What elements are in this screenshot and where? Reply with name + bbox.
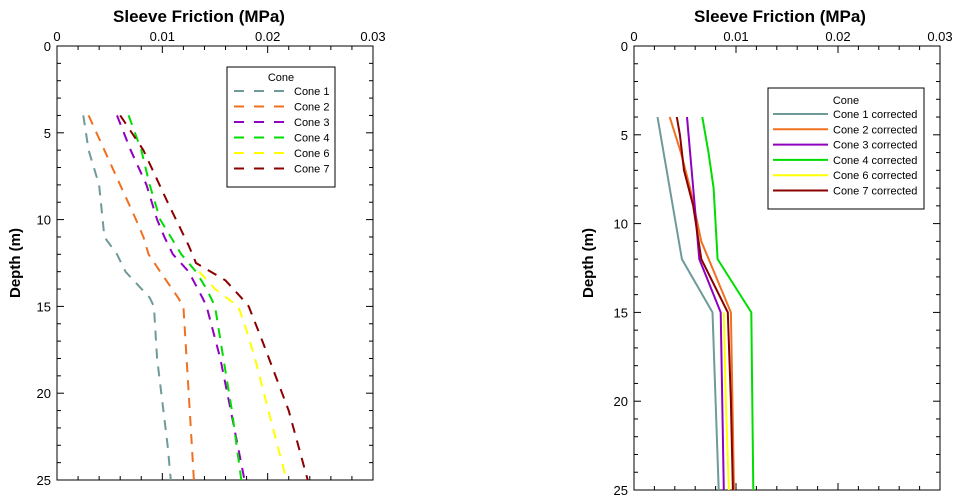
y-tick-label: 25 bbox=[37, 473, 51, 488]
y-tick-label: 5 bbox=[44, 126, 51, 141]
y-axis-label: Depth (m) bbox=[7, 228, 24, 298]
legend-label: Cone 1 corrected bbox=[833, 109, 917, 121]
legend-label: Cone 2 bbox=[294, 102, 329, 114]
legend-label: Cone 7 bbox=[294, 164, 329, 176]
legend-title: Cone bbox=[268, 72, 294, 84]
series-line bbox=[686, 116, 725, 491]
legend-title: Cone bbox=[833, 95, 859, 107]
legend-label: Cone 2 corrected bbox=[833, 124, 917, 136]
legend-label: Cone 3 corrected bbox=[833, 140, 917, 152]
y-tick-label: 15 bbox=[614, 305, 628, 320]
legend-box bbox=[226, 66, 336, 188]
series-line bbox=[656, 116, 720, 491]
y-tick-label: 10 bbox=[614, 217, 628, 232]
y-axis-label: Depth (m) bbox=[580, 228, 597, 298]
series-line bbox=[116, 115, 246, 481]
legend-label: Cone 3 bbox=[294, 117, 329, 129]
y-tick-label: 20 bbox=[37, 386, 51, 401]
legend-box bbox=[767, 87, 925, 210]
series-line bbox=[198, 271, 288, 481]
axis-ticks: 0 0.01 0.02 0.03 0 5 10 15 20 25 bbox=[614, 29, 953, 497]
x-tick-label: 0 bbox=[53, 29, 60, 44]
right-chart: Sleeve Friction (MPa) Depth (m) 0 0.01 0.0… bbox=[580, 7, 953, 497]
series-line bbox=[82, 115, 172, 481]
series-lines bbox=[82, 114, 309, 481]
x-tick-label: 0.02 bbox=[825, 29, 850, 44]
x-tick-label: 0.01 bbox=[150, 29, 175, 44]
left-chart: Sleeve Friction (MPa) Depth (m) 0 0.01 0.0… bbox=[7, 7, 386, 488]
legend-label: Cone 6 bbox=[294, 148, 329, 160]
series-line bbox=[87, 114, 195, 481]
legend-label: Cone 7 corrected bbox=[833, 186, 917, 198]
series-line bbox=[675, 116, 734, 491]
y-tick-label: 15 bbox=[37, 299, 51, 314]
series-line bbox=[127, 115, 243, 481]
axis-ticks: 0 0.01 0.02 0.03 0 5 10 15 20 25 bbox=[37, 29, 386, 488]
y-tick-label: 10 bbox=[37, 213, 51, 228]
plot-frame bbox=[56, 45, 374, 481]
x-tick-label: 0.03 bbox=[927, 29, 952, 44]
y-tick-label: 0 bbox=[44, 39, 51, 54]
chart-title: Sleeve Friction (MPa) bbox=[694, 7, 866, 26]
y-tick-label: 5 bbox=[621, 128, 628, 143]
x-tick-label: 0.02 bbox=[255, 29, 280, 44]
legend-label: Cone 6 corrected bbox=[833, 170, 917, 182]
y-tick-label: 20 bbox=[614, 394, 628, 409]
y-tick-label: 25 bbox=[614, 483, 628, 497]
legend-items: Cone 1 Cone 2 Cone 3 Cone 4 Cone 6 Cone 7 bbox=[234, 86, 329, 176]
legend-label: Cone 1 bbox=[294, 86, 329, 98]
y-tick-label: 0 bbox=[621, 39, 628, 54]
plot-frame bbox=[633, 45, 941, 491]
legend-items: Cone 1 corrected Cone 2 corrected Cone 3 c… bbox=[773, 109, 917, 198]
series-lines bbox=[656, 116, 755, 491]
x-tick-label: 0.01 bbox=[723, 29, 748, 44]
series-line bbox=[119, 114, 309, 481]
x-tick-label: 0 bbox=[630, 29, 637, 44]
series-line bbox=[701, 116, 755, 491]
chart-title: Sleeve Friction (MPa) bbox=[113, 7, 285, 26]
series-line bbox=[722, 312, 730, 491]
legend-label: Cone 4 corrected bbox=[833, 155, 917, 167]
legend-label: Cone 4 bbox=[294, 133, 329, 145]
x-tick-label: 0.03 bbox=[360, 29, 385, 44]
